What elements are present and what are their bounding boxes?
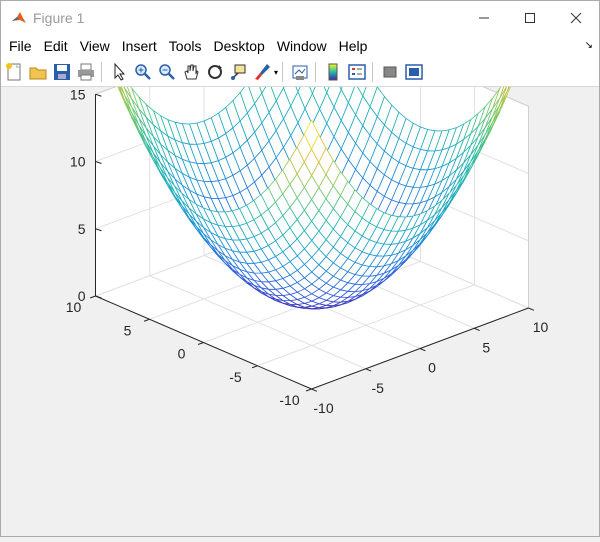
menu-insert[interactable]: Insert <box>116 34 163 58</box>
x-tick-label: -5 <box>372 380 385 396</box>
legend-icon <box>347 62 367 82</box>
zoom-in-button[interactable] <box>132 61 154 83</box>
menu-file[interactable]: File <box>3 34 38 58</box>
close-button[interactable] <box>553 1 599 34</box>
menu-edit[interactable]: Edit <box>38 34 74 58</box>
x-tick <box>312 389 317 391</box>
y-tick-label: 0 <box>178 346 186 362</box>
zoom-out-button[interactable] <box>156 61 178 83</box>
new-figure-button[interactable] <box>3 61 25 83</box>
window-controls <box>461 1 599 34</box>
toolbar-separator <box>101 62 102 82</box>
open-file-button[interactable] <box>27 61 49 83</box>
hide-plot-tools-icon <box>380 62 400 82</box>
colorbar-button[interactable] <box>322 61 344 83</box>
x-tick-label: 5 <box>482 339 490 355</box>
x-tick <box>529 308 534 310</box>
data-cursor-icon <box>229 62 249 82</box>
new-figure-icon <box>4 62 24 82</box>
menu-desktop[interactable]: Desktop <box>207 34 270 58</box>
legend-button[interactable] <box>346 61 368 83</box>
brush-dropdown-icon[interactable]: ▾ <box>274 68 278 77</box>
rotate-3d-button[interactable] <box>204 61 226 83</box>
print-button[interactable] <box>75 61 97 83</box>
zoom-out-icon <box>157 62 177 82</box>
toolbar-separator <box>315 62 316 82</box>
close-icon <box>570 12 582 24</box>
print-icon <box>76 62 96 82</box>
pan-icon <box>181 62 201 82</box>
toolbar-separator <box>282 62 283 82</box>
y-tick <box>144 319 149 321</box>
title-bar: Figure 1 <box>1 1 599 34</box>
maximize-icon <box>524 12 536 24</box>
zoom-in-icon <box>133 62 153 82</box>
y-tick <box>306 389 311 391</box>
save-button[interactable] <box>51 61 73 83</box>
link-plot-button[interactable] <box>289 61 311 83</box>
data-cursor-button[interactable] <box>228 61 250 83</box>
dock-arrow-icon[interactable]: ↘ <box>585 40 593 51</box>
x-tick <box>366 369 371 371</box>
maximize-button[interactable] <box>507 1 553 34</box>
z-tick-label: 15 <box>70 87 86 102</box>
minimize-button[interactable] <box>461 1 507 34</box>
pan-button[interactable] <box>180 61 202 83</box>
link-plot-icon <box>290 62 310 82</box>
z-tick-label: 5 <box>78 221 86 237</box>
toolbar-separator <box>372 62 373 82</box>
menu-help[interactable]: Help <box>333 34 374 58</box>
show-plot-tools-button[interactable] <box>403 61 425 83</box>
figure-toolbar: ▾ <box>1 58 599 87</box>
open-file-icon <box>28 62 48 82</box>
menu-view[interactable]: View <box>74 34 116 58</box>
rotate-3d-icon <box>205 62 225 82</box>
x-tick-label: 0 <box>428 360 436 376</box>
menu-window[interactable]: Window <box>271 34 333 58</box>
hide-plot-tools-button[interactable] <box>379 61 401 83</box>
show-plot-tools-icon <box>404 62 424 82</box>
brush-button[interactable] <box>252 61 274 83</box>
pointer-icon <box>109 62 129 82</box>
y-tick <box>90 296 95 298</box>
matlab-logo-icon <box>11 10 27 26</box>
window-title: Figure 1 <box>33 10 84 26</box>
menu-tools[interactable]: Tools <box>163 34 208 58</box>
y-tick-label: 5 <box>124 322 132 338</box>
z-tick-label: 10 <box>70 154 86 170</box>
minimize-icon <box>478 12 490 24</box>
y-tick <box>198 343 203 345</box>
brush-icon <box>253 62 273 82</box>
z-tick-label: 0 <box>78 288 86 304</box>
x-tick <box>420 349 425 351</box>
colorbar-icon <box>323 62 343 82</box>
y-tick-label: -5 <box>229 369 242 385</box>
x-tick <box>474 328 479 330</box>
y-tick-label: -10 <box>279 392 299 408</box>
pointer-button[interactable] <box>108 61 130 83</box>
save-icon <box>52 62 72 82</box>
y-tick <box>252 366 257 368</box>
x-tick-label: 10 <box>533 319 549 335</box>
x-tick-label: -10 <box>313 400 333 416</box>
